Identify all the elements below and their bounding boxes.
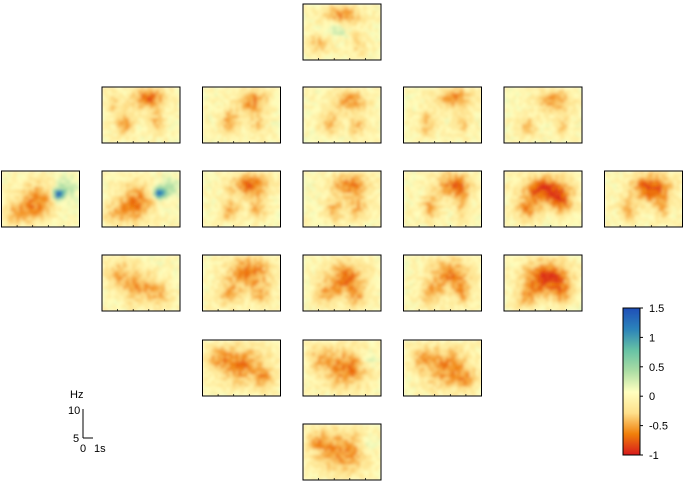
tf-panel [604, 170, 683, 228]
tf-heatmap [604, 171, 683, 227]
colorbar-tick-label: -0.5 [649, 421, 668, 433]
tf-panel-frame [1, 170, 80, 228]
tf-panel-frame [403, 86, 482, 144]
tf-panel [503, 86, 583, 144]
scale-bar-ylabel: Hz [70, 389, 83, 401]
tf-panel [202, 170, 281, 228]
tf-heatmap [202, 255, 281, 311]
tf-panel [302, 254, 382, 312]
tf-panel-frame [302, 254, 382, 312]
tf-heatmap [303, 340, 381, 396]
tf-heatmap [102, 255, 180, 311]
tf-panel [202, 339, 281, 397]
tf-panel [1, 170, 80, 228]
tf-heatmap [403, 340, 482, 396]
tf-heatmap [202, 87, 281, 143]
tf-panel-frame [503, 254, 583, 312]
tf-heatmap [303, 424, 381, 480]
tf-heatmap [403, 87, 482, 143]
tf-panel-frame [503, 86, 583, 144]
scale-bar-xend: 1s [94, 443, 106, 455]
tf-panel-frame [101, 170, 181, 228]
colorbar-tick-label: 0 [649, 391, 655, 403]
tf-panel-frame [302, 86, 382, 144]
tf-panel [503, 170, 583, 228]
colorbar-tick-label: 1.5 [649, 303, 664, 315]
panel-grid [1, 3, 683, 481]
tf-panel-frame [202, 86, 281, 144]
tf-heatmap [303, 171, 381, 227]
tf-panel-frame [202, 339, 281, 397]
tf-panel-frame [202, 170, 281, 228]
tf-heatmap [403, 171, 482, 227]
tf-panel [101, 86, 181, 144]
colorbar-gradient [622, 307, 641, 456]
tf-panel [101, 170, 181, 228]
tf-panel-frame [302, 339, 382, 397]
colorbar-tick-label: 1 [649, 332, 655, 344]
scale-bar-xstart: 0 [80, 443, 86, 455]
tf-panel-frame [403, 170, 482, 228]
tf-heatmap [504, 255, 582, 311]
scale-bar: Hz 10 5 0 1s [68, 389, 106, 455]
scale-bar-ytop: 10 [68, 405, 80, 417]
tf-panel-frame [604, 170, 683, 228]
tf-panel [403, 86, 482, 144]
tf-heatmap [102, 171, 180, 227]
tf-heatmap [303, 87, 381, 143]
tf-panel [302, 170, 382, 228]
colorbar-tick-label: -1 [649, 450, 659, 462]
tf-heatmap [1, 171, 80, 227]
tf-panel-frame [302, 423, 382, 481]
tf-heatmap [303, 4, 381, 60]
tf-panel [403, 254, 482, 312]
tf-panel-frame [403, 254, 482, 312]
tf-panel-frame [202, 254, 281, 312]
tf-panel [302, 3, 382, 61]
tf-panel [503, 254, 583, 312]
tf-heatmap [202, 340, 281, 396]
colorbar-tick-label: 0.5 [649, 362, 664, 374]
tf-panel-frame [101, 86, 181, 144]
tf-panel [202, 86, 281, 144]
tf-panel-frame [101, 254, 181, 312]
tf-heatmap [504, 87, 582, 143]
tf-panel-frame [302, 3, 382, 61]
tf-panel-frame [403, 339, 482, 397]
colorbar-ticks: 1.5 1 0.5 0 -0.5 -1 [640, 303, 668, 462]
tf-panel [202, 254, 281, 312]
scale-bar-ybottom: 5 [73, 433, 79, 445]
tf-heatmap [303, 255, 381, 311]
tf-panel-frame [503, 170, 583, 228]
tf-panel [302, 423, 382, 481]
tf-heatmap [202, 171, 281, 227]
tf-heatmap [403, 255, 482, 311]
tf-heatmap [504, 171, 582, 227]
tf-panel [403, 170, 482, 228]
tf-panel [101, 254, 181, 312]
tf-panel [302, 339, 382, 397]
tf-heatmap [102, 87, 180, 143]
tf-panel [403, 339, 482, 397]
colorbar: 1.5 1 0.5 0 -0.5 -1 [622, 303, 668, 462]
tf-panel [302, 86, 382, 144]
tf-panel-frame [302, 170, 382, 228]
